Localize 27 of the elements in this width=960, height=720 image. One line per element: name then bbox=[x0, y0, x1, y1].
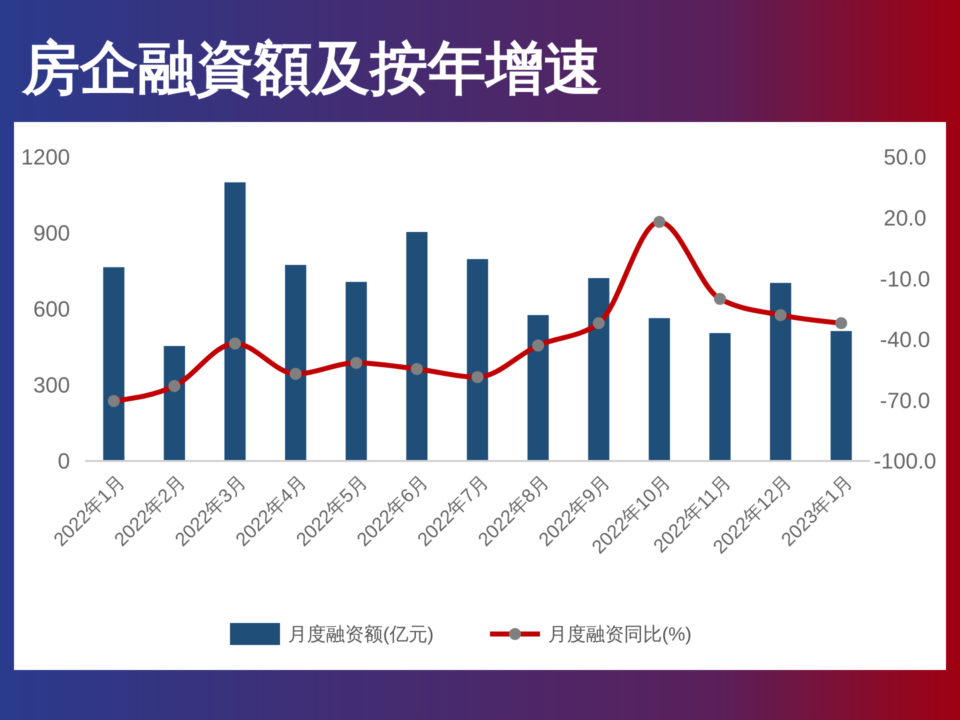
y2-tick-label: -70.0 bbox=[880, 388, 930, 413]
bar bbox=[285, 264, 306, 461]
bar bbox=[224, 182, 246, 461]
y-tick-label: 900 bbox=[33, 220, 70, 246]
bar bbox=[103, 267, 124, 461]
bar bbox=[164, 346, 186, 461]
bar bbox=[709, 333, 731, 461]
y2-tick-label: -40.0 bbox=[880, 327, 930, 352]
chart-title: 房企融資額及按年增速 bbox=[21, 36, 602, 101]
y2-tick-label: 50.0 bbox=[884, 144, 926, 170]
bar bbox=[346, 282, 367, 461]
bar bbox=[528, 315, 549, 461]
y2-tick-label: 20.0 bbox=[884, 206, 926, 230]
bar bbox=[648, 318, 670, 461]
y2-tick-label: -10.0 bbox=[880, 266, 930, 292]
bar bbox=[588, 278, 610, 461]
y-tick-label: 300 bbox=[33, 372, 70, 398]
y2-tick-label: -100.0 bbox=[874, 448, 936, 474]
bar bbox=[830, 331, 852, 461]
y-tick-label: 600 bbox=[33, 296, 70, 322]
legend-label: 月度融资额(亿元) bbox=[288, 624, 434, 646]
bar bbox=[770, 282, 792, 461]
legend-label: 月度融资同比(%) bbox=[548, 624, 692, 646]
bar bbox=[406, 232, 428, 461]
bar bbox=[466, 259, 488, 461]
y-tick-label: 0 bbox=[58, 448, 70, 474]
y-tick-label: 1200 bbox=[21, 144, 70, 170]
